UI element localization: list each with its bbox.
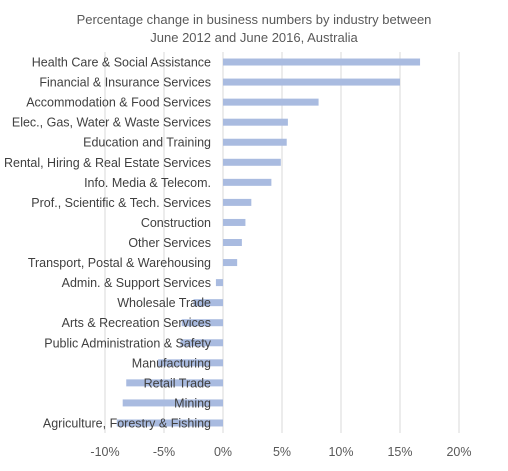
chart-title-line-2: June 2012 and June 2016, Australia <box>150 30 358 45</box>
category-label: Rental, Hiring & Real Estate Services <box>4 156 211 170</box>
bar <box>193 299 223 307</box>
bar <box>223 158 281 166</box>
category-label: Wholesale Trade <box>117 296 211 310</box>
category-label: Admin. & Support Services <box>62 276 211 290</box>
x-axis-ticks: -10% -5% 0% 5% 10% 15% 20% <box>90 445 471 459</box>
x-tick-label: 0% <box>214 445 232 459</box>
bar <box>223 118 288 126</box>
bar <box>223 138 287 146</box>
bar <box>223 218 246 226</box>
category-label: Transport, Postal & Warehousing <box>28 256 211 270</box>
bar <box>158 359 223 367</box>
category-label: Other Services <box>128 236 211 250</box>
x-tick-label: 10% <box>328 445 353 459</box>
bar <box>223 198 252 206</box>
category-label: Retail Trade <box>144 376 211 390</box>
category-label: Public Administration & Safety <box>44 336 211 350</box>
bar <box>223 98 319 106</box>
x-tick-label: -5% <box>153 445 175 459</box>
x-tick-label: -10% <box>90 445 119 459</box>
chart-title-line-1: Percentage change in business numbers by… <box>77 12 432 27</box>
bar <box>180 339 223 347</box>
x-tick-label: 20% <box>446 445 471 459</box>
category-label: Financial & Insurance Services <box>39 76 211 90</box>
bar <box>215 279 223 287</box>
category-label: Education and Training <box>83 136 211 150</box>
category-label: Prof., Scientific & Tech. Services <box>31 196 211 210</box>
bar <box>223 78 400 86</box>
x-tick-label: 15% <box>387 445 412 459</box>
category-label: Health Care & Social Assistance <box>32 56 211 70</box>
bar <box>126 379 223 387</box>
bar <box>223 239 242 246</box>
bar <box>223 58 421 66</box>
chart-title: Percentage change in business numbers by… <box>77 12 432 45</box>
category-label: Manufacturing <box>132 356 211 370</box>
x-tick-label: 5% <box>273 445 291 459</box>
category-labels: Health Care & Social Assistance Financial… <box>4 56 212 431</box>
bar <box>223 178 272 186</box>
category-label: Accommodation & Food Services <box>26 96 211 110</box>
bar <box>223 259 238 267</box>
bar <box>122 399 223 407</box>
bars <box>116 58 421 427</box>
category-label: Construction <box>141 216 211 230</box>
bar <box>181 319 223 327</box>
category-label: Agriculture, Forestry & Fishing <box>43 416 211 430</box>
category-label: Elec., Gas, Water & Waste Services <box>12 116 211 130</box>
category-label: Info. Media & Telecom. <box>84 176 211 190</box>
category-label: Mining <box>174 396 211 410</box>
bar <box>116 419 223 427</box>
category-label: Arts & Recreation Services <box>62 316 211 330</box>
